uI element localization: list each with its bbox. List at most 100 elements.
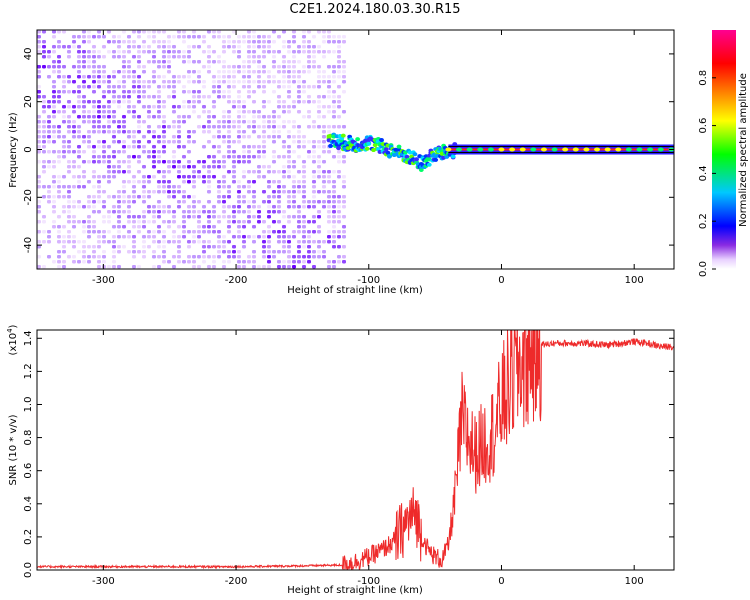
heatmap-cell — [282, 30, 286, 34]
heatmap-cell — [97, 120, 101, 124]
heatmap-cell — [107, 75, 111, 79]
heatmap-cell — [77, 115, 81, 119]
heatmap-cell — [37, 265, 41, 269]
heatmap-cell — [332, 230, 336, 234]
heatmap-cell — [222, 45, 226, 49]
heatmap-cell — [182, 190, 186, 194]
heatmap-cell — [127, 160, 131, 164]
heatmap-cell — [277, 265, 281, 269]
heatmap-cell — [187, 75, 191, 79]
heatmap-cell — [82, 150, 86, 154]
heatmap-cell — [82, 95, 86, 99]
heatmap-cell — [112, 70, 116, 74]
heatmap-cell — [327, 30, 331, 34]
heatmap-cell — [227, 85, 231, 89]
heatmap-cell — [137, 250, 141, 254]
heatmap-cell — [277, 105, 281, 109]
heatmap-cell — [162, 115, 166, 119]
heatmap-cell — [302, 145, 306, 149]
heatmap-cell — [327, 170, 331, 174]
heatmap-cell — [337, 260, 341, 264]
heatmap-cell — [87, 115, 91, 119]
heatmap-cell — [137, 85, 141, 89]
heatmap-cell — [67, 140, 71, 144]
heatmap-cell — [302, 35, 306, 39]
heatmap-cell — [287, 95, 291, 99]
heatmap-cell — [117, 250, 121, 254]
heatmap-cell — [107, 80, 111, 84]
heatmap-cell — [112, 255, 116, 259]
heatmap-cell — [312, 255, 316, 259]
heatmap-cell — [57, 55, 61, 59]
heatmap-cell — [137, 60, 141, 64]
heatmap-cell — [97, 200, 101, 204]
heatmap-cell — [87, 215, 91, 219]
heatmap-cell — [197, 115, 201, 119]
heatmap-cell — [137, 35, 141, 39]
signal-blob — [450, 154, 456, 159]
heatmap-cell — [52, 65, 56, 69]
heatmap-cell — [97, 180, 101, 184]
heatmap-cell — [337, 160, 341, 164]
heatmap-cell — [302, 180, 306, 184]
heatmap-cell — [97, 35, 101, 39]
heatmap-cell — [307, 240, 311, 244]
snr-x-ticks: -300 -200 -100 0 100 — [92, 330, 644, 587]
heatmap-cell — [332, 180, 336, 184]
heatmap-cell — [157, 225, 161, 229]
x-tick-label: -300 — [92, 576, 115, 587]
heatmap-cell — [117, 220, 121, 224]
heatmap-cell — [242, 130, 246, 134]
heatmap-cell — [242, 60, 246, 64]
heatmap-cell — [147, 155, 151, 159]
heatmap-cell — [52, 220, 56, 224]
heatmap-cell — [272, 195, 276, 199]
heatmap-cell — [317, 80, 321, 84]
heatmap-cell — [167, 180, 171, 184]
carrier-blob — [604, 147, 611, 152]
heatmap-cell — [207, 185, 211, 189]
heatmap-cell — [122, 80, 126, 84]
heatmap-cell — [177, 235, 181, 239]
heatmap-cell — [177, 165, 181, 169]
heatmap-cell — [157, 30, 161, 34]
heatmap-cell — [152, 150, 156, 154]
heatmap-cell — [322, 35, 326, 39]
heatmap-cell — [252, 40, 256, 44]
heatmap-cell — [127, 50, 131, 54]
heatmap-cell — [207, 180, 211, 184]
heatmap-cell — [222, 75, 226, 79]
heatmap-cell — [262, 40, 266, 44]
signal-blob — [345, 146, 351, 151]
signal-blob — [383, 147, 389, 152]
heatmap-cell — [82, 100, 86, 104]
heatmap-cell — [322, 250, 326, 254]
heatmap-cell — [197, 255, 201, 259]
heatmap-cell — [137, 125, 141, 129]
heatmap-cell — [262, 105, 266, 109]
heatmap-cell — [42, 120, 46, 124]
heatmap-cell — [272, 150, 276, 154]
heatmap-cell — [182, 115, 186, 119]
heatmap-cell — [47, 55, 51, 59]
heatmap-cell — [337, 50, 341, 54]
heatmap-cell — [157, 205, 161, 209]
heatmap-cell — [277, 185, 281, 189]
heatmap-cell — [332, 190, 336, 194]
heatmap-cell — [92, 250, 96, 254]
heatmap-cell — [292, 100, 296, 104]
heatmap-cell — [297, 50, 301, 54]
heatmap-cell — [342, 235, 346, 239]
heatmap-cell — [327, 110, 331, 114]
heatmap-cell — [132, 85, 136, 89]
heatmap-cell — [92, 120, 96, 124]
heatmap-cell — [127, 90, 131, 94]
heatmap-cell — [182, 225, 186, 229]
signal-blob — [385, 150, 391, 155]
heatmap-cell — [157, 65, 161, 69]
heatmap-cell — [297, 260, 301, 264]
heatmap-cell — [332, 105, 336, 109]
heatmap-cell — [322, 70, 326, 74]
heatmap-cell — [317, 125, 321, 129]
